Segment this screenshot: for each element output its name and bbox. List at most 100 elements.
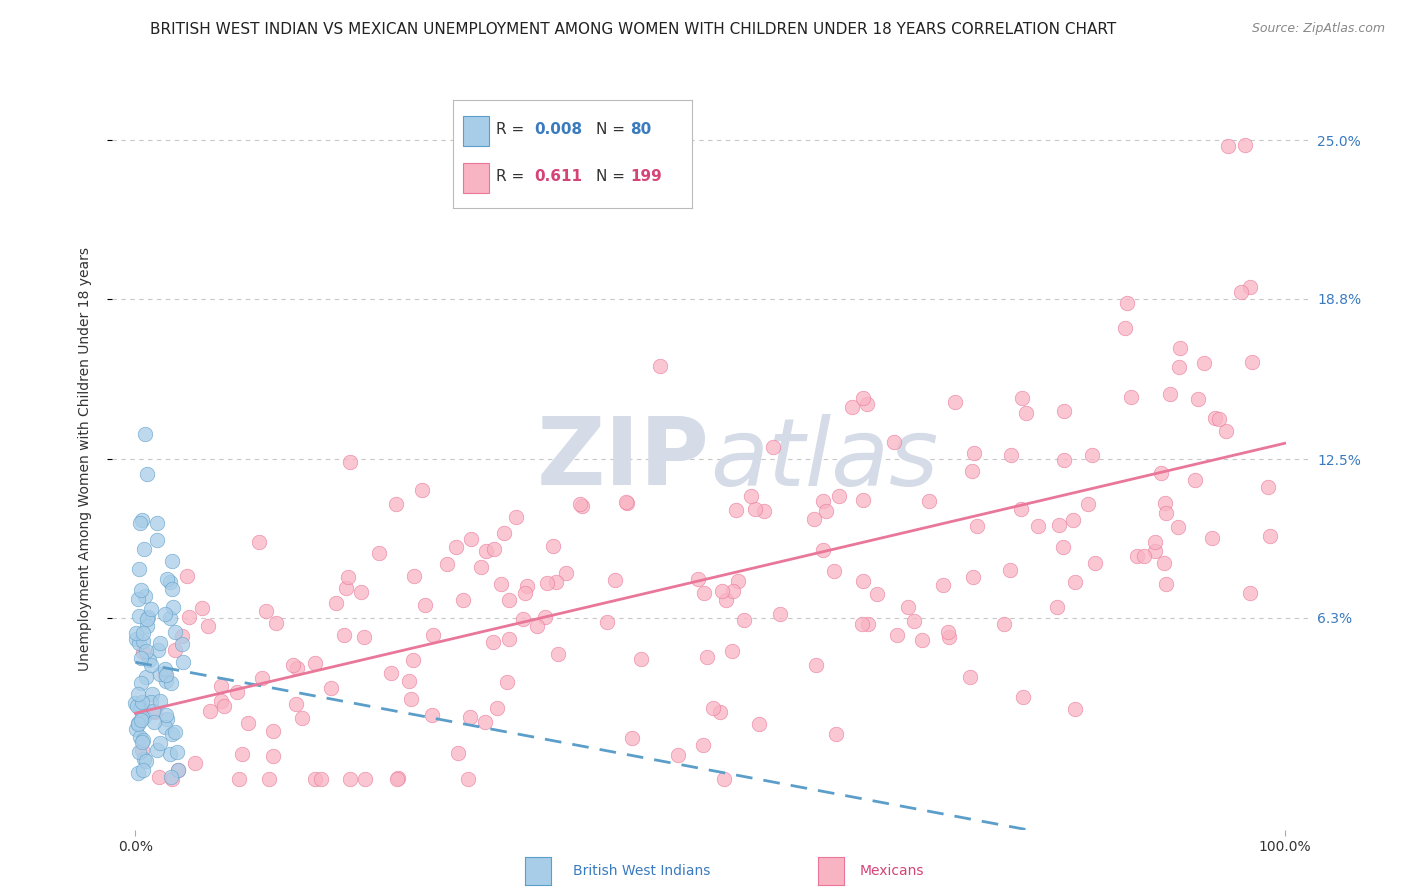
Point <box>155 607 177 621</box>
Point <box>257 772 280 786</box>
Point <box>145 533 167 547</box>
Point <box>748 717 770 731</box>
Point <box>413 598 436 612</box>
Point <box>262 749 284 764</box>
Point <box>938 630 960 644</box>
Point <box>153 661 176 675</box>
Point <box>959 670 981 684</box>
Point <box>1215 424 1237 438</box>
Point <box>136 612 159 626</box>
Point <box>134 590 156 604</box>
Point <box>127 591 149 606</box>
Point <box>489 576 512 591</box>
Point <box>172 630 194 644</box>
Point <box>1064 574 1087 589</box>
Point <box>162 599 184 614</box>
Point <box>146 743 169 757</box>
Point <box>482 635 505 649</box>
Point <box>886 628 908 642</box>
Point <box>254 604 277 618</box>
Point <box>852 574 875 588</box>
Point <box>1184 473 1206 487</box>
Point <box>852 391 875 405</box>
Point <box>387 772 409 786</box>
Point <box>304 657 326 671</box>
Point <box>209 679 232 693</box>
Point <box>155 668 177 682</box>
Point <box>693 585 716 599</box>
Point <box>744 502 766 516</box>
Point <box>172 656 194 670</box>
Point <box>135 619 157 633</box>
Point <box>852 493 875 508</box>
Point <box>1114 321 1136 335</box>
Point <box>962 464 984 478</box>
Point <box>138 653 160 667</box>
Point <box>132 752 155 766</box>
Point <box>124 696 146 710</box>
Point <box>142 704 165 718</box>
Point <box>713 772 735 786</box>
Point <box>1159 387 1181 401</box>
Point <box>534 610 557 624</box>
Point <box>516 579 538 593</box>
Point <box>1167 520 1189 534</box>
Text: ZIP: ZIP <box>537 413 710 506</box>
Point <box>474 544 496 558</box>
Point <box>283 657 305 672</box>
Point <box>304 772 326 786</box>
Point <box>721 583 744 598</box>
Point <box>124 722 146 736</box>
Point <box>1156 506 1178 520</box>
Point <box>129 583 152 598</box>
Point <box>936 625 959 640</box>
Point <box>132 634 155 648</box>
Point <box>1154 496 1177 510</box>
Point <box>325 596 347 610</box>
Point <box>963 446 986 460</box>
Point <box>1208 412 1230 426</box>
Point <box>696 649 718 664</box>
Point <box>998 563 1021 577</box>
Point <box>1170 341 1192 355</box>
Point <box>720 644 742 658</box>
Point <box>264 616 287 631</box>
Point <box>911 633 934 648</box>
Point <box>160 727 183 741</box>
Point <box>436 557 458 571</box>
Point <box>209 694 232 708</box>
Point <box>129 650 152 665</box>
Point <box>131 513 153 527</box>
Point <box>513 586 536 600</box>
Point <box>236 715 259 730</box>
Point <box>1168 360 1191 375</box>
Point <box>614 495 637 509</box>
Point <box>1258 529 1281 543</box>
Point <box>135 644 157 658</box>
Point <box>482 541 505 556</box>
Point <box>127 765 149 780</box>
Point <box>806 657 828 672</box>
Point <box>596 615 619 629</box>
Point <box>134 426 156 441</box>
Point <box>149 736 172 750</box>
Point <box>128 516 150 531</box>
Point <box>131 710 153 724</box>
Point <box>153 668 176 682</box>
Point <box>866 587 889 601</box>
Point <box>1257 480 1279 494</box>
Point <box>536 576 558 591</box>
Point <box>163 643 186 657</box>
Point <box>855 397 877 411</box>
Point <box>1077 496 1099 510</box>
Point <box>526 619 548 633</box>
Point <box>131 694 153 708</box>
Point <box>339 772 361 786</box>
Point <box>1000 448 1022 462</box>
Point <box>127 699 149 714</box>
Point <box>143 705 166 719</box>
Point <box>291 711 314 725</box>
Point <box>458 710 481 724</box>
Point <box>176 569 198 583</box>
Point <box>496 674 519 689</box>
